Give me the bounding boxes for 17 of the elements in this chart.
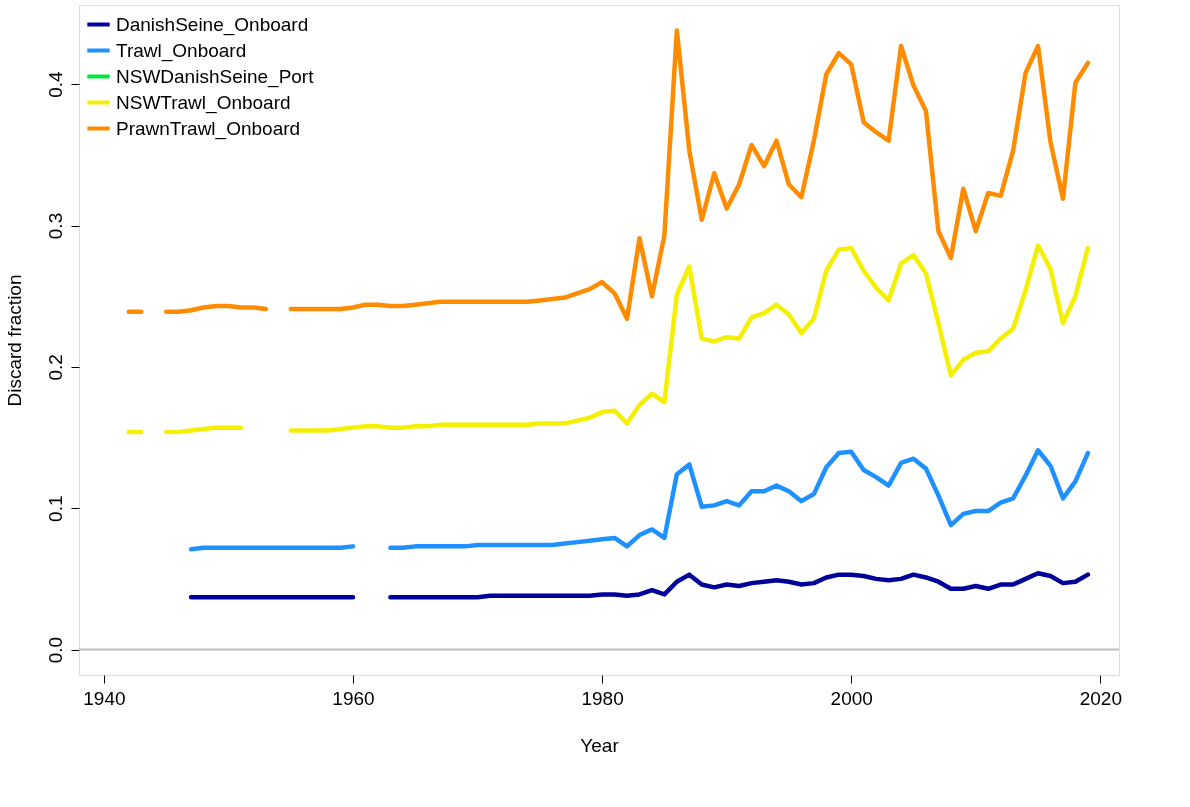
y-tick-label: 0.0: [44, 636, 66, 664]
y-tick-label: 0.1: [44, 495, 66, 522]
legend-label: PrawnTrawl_Onboard: [116, 117, 301, 140]
legend-label: Trawl_Onboard: [116, 39, 247, 62]
legend-label: DanishSeine_Onboard: [116, 13, 309, 36]
y-axis-title: Discard fraction: [3, 274, 25, 407]
legend-label: NSWDanishSeine_Port: [116, 65, 315, 88]
x-tick-label: 2000: [830, 687, 873, 709]
legend-label: NSWTrawl_Onboard: [116, 91, 291, 114]
x-tick-label: 1960: [332, 687, 375, 709]
x-tick-label: 1980: [581, 687, 624, 709]
x-axis-title: Year: [580, 734, 620, 756]
y-tick-label: 0.4: [44, 71, 66, 98]
y-tick-label: 0.3: [44, 212, 66, 240]
x-tick-label: 1940: [83, 687, 126, 709]
x-tick-label: 2020: [1079, 687, 1122, 709]
y-tick-label: 0.2: [44, 354, 66, 381]
